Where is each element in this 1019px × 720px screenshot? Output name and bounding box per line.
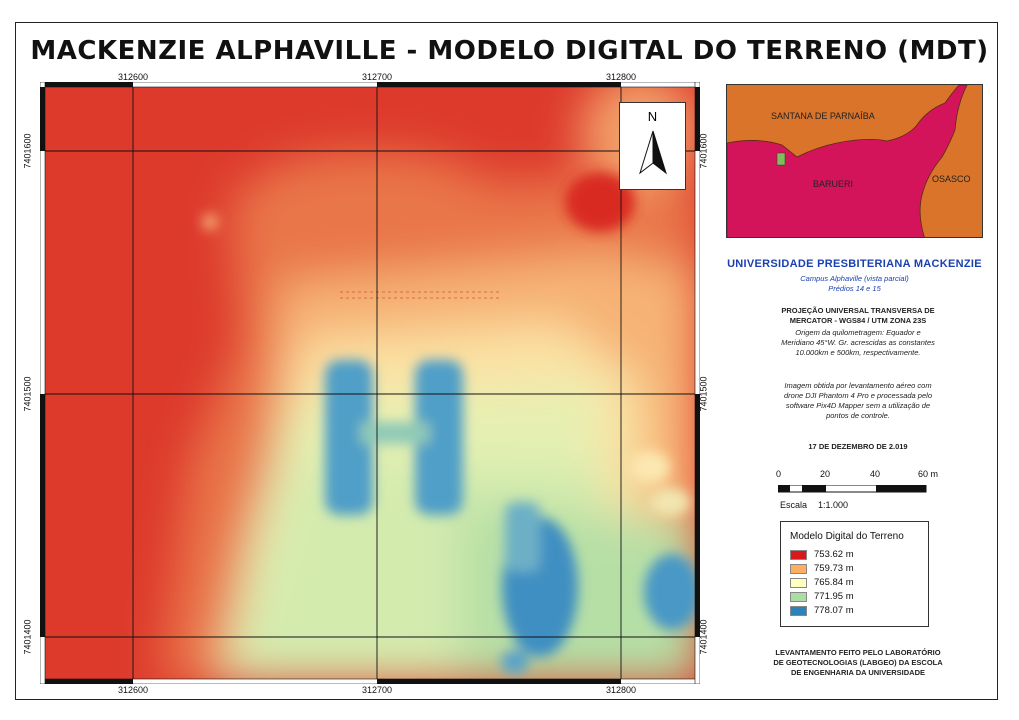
inset-label-santana: SANTANA DE PARNAÍBA — [771, 111, 875, 121]
legend-swatch — [790, 564, 807, 574]
buildings-label: Prédios 14 e 15 — [828, 284, 881, 293]
university-name: UNIVERSIDADE PRESBITERIANA MACKENZIE — [727, 258, 982, 270]
projection-line-2: MERCATOR - WGS84 / UTM ZONA 23S — [789, 316, 927, 325]
legend-swatch — [790, 578, 807, 588]
survey-line-1: Imagem obtida por levantamento aéreo com — [784, 381, 932, 390]
legend-label: 778.07 m — [814, 605, 854, 616]
legend-swatch — [790, 592, 807, 602]
legend-label: 771.95 m — [814, 591, 854, 602]
x-tick-top-1: 312600 — [118, 72, 149, 82]
north-arrow-icon — [639, 130, 667, 175]
credits-line-2: DE GEOTECNOLOGIAS (LABGEO) DA ESCOLA — [773, 658, 943, 667]
location-inset-map[interactable]: SANTANA DE PARNAÍBA BARUERI OSASCO — [726, 84, 983, 238]
scale-tick-0: 0 — [776, 469, 782, 479]
elevation-legend: Modelo Digital do Terreno 753.62 m 759.7… — [780, 521, 929, 627]
x-tick-bottom-1: 312600 — [118, 685, 149, 695]
projection-line-1: PROJEÇÃO UNIVERSAL TRANSVERSA DE — [781, 306, 935, 315]
inset-label-osasco: OSASCO — [932, 174, 971, 184]
origin-line-1: Origem da quilometragem: Equador e — [795, 328, 921, 337]
x-tick-top-3: 312800 — [606, 72, 637, 82]
map-border — [40, 82, 700, 684]
origin-line-3: 10.000km e 500km, respectivamente. — [795, 348, 921, 357]
legend-title: Modelo Digital do Terreno — [790, 531, 904, 542]
y-tick-right-1: 7401600 — [698, 133, 709, 169]
page-frame — [15, 22, 998, 700]
survey-line-2: drone DJI Phantom 4 Pro e processada pel… — [783, 391, 932, 400]
survey-date: 17 DE DEZEMBRO DE 2.019 — [808, 442, 908, 451]
map-title: MACKENZIE ALPHAVILLE - MODELO DIGITAL DO… — [30, 36, 989, 66]
inset-label-barueri: BARUERI — [813, 179, 854, 189]
legend-label: 753.62 m — [814, 549, 854, 560]
north-arrow: N — [619, 102, 686, 190]
dem-map[interactable] — [40, 82, 700, 684]
y-tick-left-3: 7401400 — [22, 619, 33, 655]
legend-swatch — [790, 550, 807, 560]
north-label: N — [647, 109, 658, 124]
scale-tick-60: 60 m — [918, 469, 939, 479]
y-tick-left-1: 7401600 — [22, 133, 33, 169]
credits-line-1: LEVANTAMENTO FEITO PELO LABORATÓRIO — [775, 648, 941, 657]
x-tick-top-2: 312700 — [362, 72, 393, 82]
campus-label: Campus Alphaville (vista parcial) — [800, 274, 909, 283]
y-tick-right-3: 7401400 — [698, 619, 709, 655]
scale-label: Escala — [780, 500, 808, 510]
scale-tick-20: 20 — [820, 469, 831, 479]
x-tick-bottom-3: 312800 — [606, 685, 637, 695]
legend-label: 765.84 m — [814, 577, 854, 588]
legend-label: 759.73 m — [814, 563, 854, 574]
scale-ratio: 1:1.000 — [818, 500, 849, 510]
credits-line-3: DE ENGENHARIA DA UNIVERSIDADE — [790, 668, 926, 677]
survey-line-3: software Pix4D Mapper sem a utilização d… — [785, 401, 931, 410]
survey-line-4: pontos de controle. — [826, 411, 890, 420]
y-tick-right-2: 7401500 — [698, 376, 709, 412]
legend-swatch — [790, 606, 807, 616]
x-tick-bottom-2: 312700 — [362, 685, 393, 695]
scale-bar — [778, 485, 927, 493]
scale-tick-40: 40 — [870, 469, 881, 479]
y-tick-left-2: 7401500 — [22, 376, 33, 412]
origin-line-2: Meridiano 45°W. Gr. acrescidas as consta… — [781, 338, 935, 347]
inset-map-graphic — [727, 85, 982, 237]
